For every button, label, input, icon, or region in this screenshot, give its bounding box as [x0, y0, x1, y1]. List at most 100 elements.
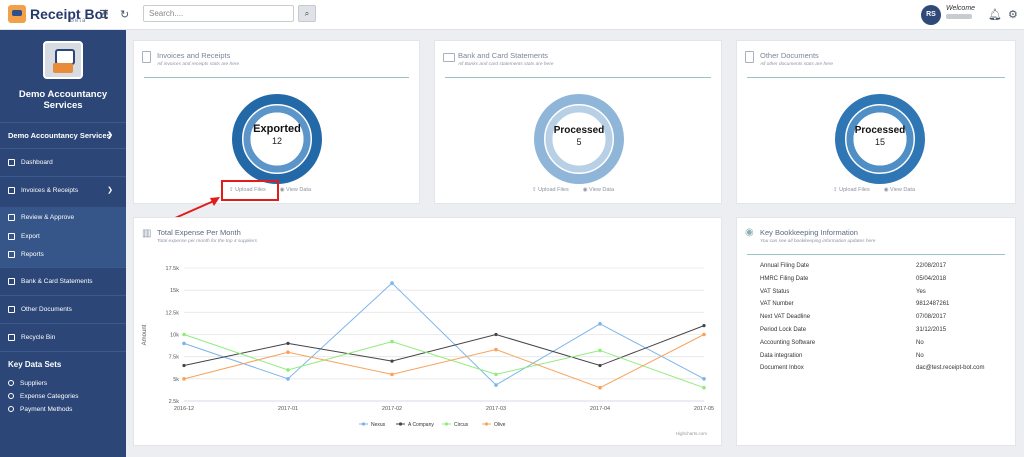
file-icon	[8, 305, 15, 313]
sidebar-item-label: Recycle Bin	[21, 333, 56, 341]
document-icon	[8, 186, 15, 194]
card-actions: ⇪ Upload Files ◉ View Data	[532, 187, 614, 193]
bookkeeping-row: Data integration No	[760, 353, 995, 359]
gear-icon[interactable]: ⚙	[1008, 9, 1018, 21]
bell-icon[interactable]: 🔔︎	[988, 9, 1002, 21]
sidebar-item-export[interactable]: Export	[0, 230, 126, 242]
upload-files-link[interactable]: ⇪ Upload Files	[229, 187, 266, 193]
legend-label: A Company	[408, 422, 434, 428]
card-divider	[445, 77, 711, 78]
sidebar-item-other-documents[interactable]: Other Documents	[0, 303, 126, 315]
avatar[interactable]: RS	[921, 5, 941, 25]
y-tick-label: 10k	[170, 333, 179, 339]
app-logo[interactable]: Receipt Bot	[8, 5, 108, 23]
key-data-payment-methods[interactable]: Payment Methods	[0, 404, 126, 414]
sidebar-item-bank-card[interactable]: Bank & Card Statements	[0, 275, 126, 287]
view-data-link[interactable]: ◉ View Data	[279, 187, 312, 193]
key-data-label: Suppliers	[20, 379, 48, 387]
refresh-icon[interactable]: ↻	[120, 9, 130, 21]
chevron-down-icon: ❯	[107, 187, 113, 194]
view-data-link[interactable]: ◉ View Data	[883, 187, 916, 193]
card-subtitle: All other documents stats are here	[760, 62, 834, 67]
data-point	[494, 383, 498, 387]
radio-icon	[8, 380, 14, 386]
legend-label: Nexus	[371, 422, 386, 428]
bookkeeping-label: HMRC Filing Date	[760, 275, 809, 282]
bookkeeping-label: VAT Status	[760, 288, 790, 295]
app-name: Receipt Bot	[30, 5, 108, 22]
menu-toggle-icon[interactable]: ☰	[99, 9, 109, 21]
eye-icon: ◉	[745, 227, 754, 238]
chevron-down-icon: ❯	[107, 132, 113, 139]
status-label: Processed	[854, 125, 906, 136]
data-point	[182, 341, 186, 346]
card-actions: ⇪ Upload Files ◉ View Data	[833, 187, 915, 193]
bookkeeping-value: Yes	[916, 288, 926, 295]
org-name-line2: Services	[43, 100, 83, 111]
search-button[interactable]: ⌕	[298, 5, 316, 22]
invoices-donut-label: Exported 12	[237, 123, 317, 146]
divider	[0, 176, 126, 177]
edit-icon	[8, 213, 15, 221]
divider	[0, 148, 126, 149]
org-select[interactable]: Demo Accountancy Services ❯	[0, 128, 126, 142]
card-subtitle: All Banks and card statements stats are …	[458, 62, 554, 67]
divider	[0, 323, 126, 324]
y-tick-label: 12.5k	[166, 310, 180, 316]
upload-files-label: Upload Files	[235, 187, 266, 193]
card-subtitle: Total expense per month for the top 4 su…	[157, 239, 258, 244]
card-title: Bank and Card Statements	[458, 51, 549, 60]
y-tick-label: 17.5k	[166, 266, 180, 272]
status-count: 12	[271, 136, 282, 146]
y-tick-label: 7.5k	[169, 355, 180, 361]
key-data-label: Payment Methods	[20, 405, 73, 413]
sidebar-item-label: Bank & Card Statements	[21, 277, 93, 285]
y-tick-label: 5k	[173, 377, 179, 383]
data-point	[286, 350, 290, 355]
bookkeeping-value: 9812487261	[916, 301, 950, 308]
bookkeeping-label: Document Inbox	[760, 365, 804, 372]
document-icon	[142, 51, 151, 63]
upload-files-link[interactable]: ⇪ Upload Files	[532, 187, 569, 193]
user-name-redacted	[946, 14, 972, 19]
sidebar-item-recycle-bin[interactable]: Recycle Bin	[0, 331, 126, 343]
x-tick-label: 2017-04	[590, 406, 610, 412]
data-point	[286, 377, 290, 381]
bookkeeping-row: VAT Number 9812487261	[760, 301, 995, 307]
sidebar-item-dashboard[interactable]: Dashboard	[0, 156, 126, 168]
card-subtitle: You can see all bookkeeping information …	[760, 239, 876, 244]
card-divider	[747, 77, 1005, 78]
legend-label: Circus	[454, 422, 469, 428]
sidebar-item-invoices[interactable]: Invoices & Receipts ❯	[0, 184, 126, 196]
data-point	[494, 347, 498, 352]
upload-files-label: Upload Files	[538, 187, 569, 193]
view-data-link[interactable]: ◉ View Data	[582, 187, 615, 193]
card-divider	[144, 77, 409, 78]
data-point	[182, 332, 186, 337]
bookkeeping-value: 22/08/2017	[916, 263, 947, 269]
radio-icon	[8, 406, 14, 412]
divider	[0, 351, 126, 352]
status-label: Processed	[553, 125, 605, 136]
upload-files-link[interactable]: ⇪ Upload Files	[833, 187, 870, 193]
x-tick-label: 2017-01	[278, 406, 298, 412]
bookkeeping-row: Accounting Software No	[760, 340, 995, 346]
view-data-label: View Data	[286, 187, 312, 193]
sidebar-item-label: Other Documents	[21, 305, 72, 313]
key-data-suppliers[interactable]: Suppliers	[0, 378, 126, 388]
sidebar-item-reports[interactable]: Reports	[0, 248, 126, 260]
search-input[interactable]: Search....	[143, 5, 294, 22]
key-data-expense-categories[interactable]: Expense Categories	[0, 391, 126, 401]
series-line-a-company	[183, 325, 705, 367]
welcome-label: Welcome	[946, 5, 976, 12]
sidebar-item-review-approve[interactable]: Review & Approve	[0, 211, 126, 223]
card-subtitle: All invoices and receipts stats are here	[157, 62, 240, 67]
dashboard-icon	[8, 158, 15, 166]
data-point	[598, 322, 602, 326]
y-axis-label: Amount	[142, 324, 148, 345]
data-point	[702, 332, 706, 337]
export-icon	[8, 232, 15, 240]
data-point	[286, 341, 290, 345]
invoices-donut	[232, 94, 322, 184]
card-title: Other Documents	[760, 51, 819, 60]
